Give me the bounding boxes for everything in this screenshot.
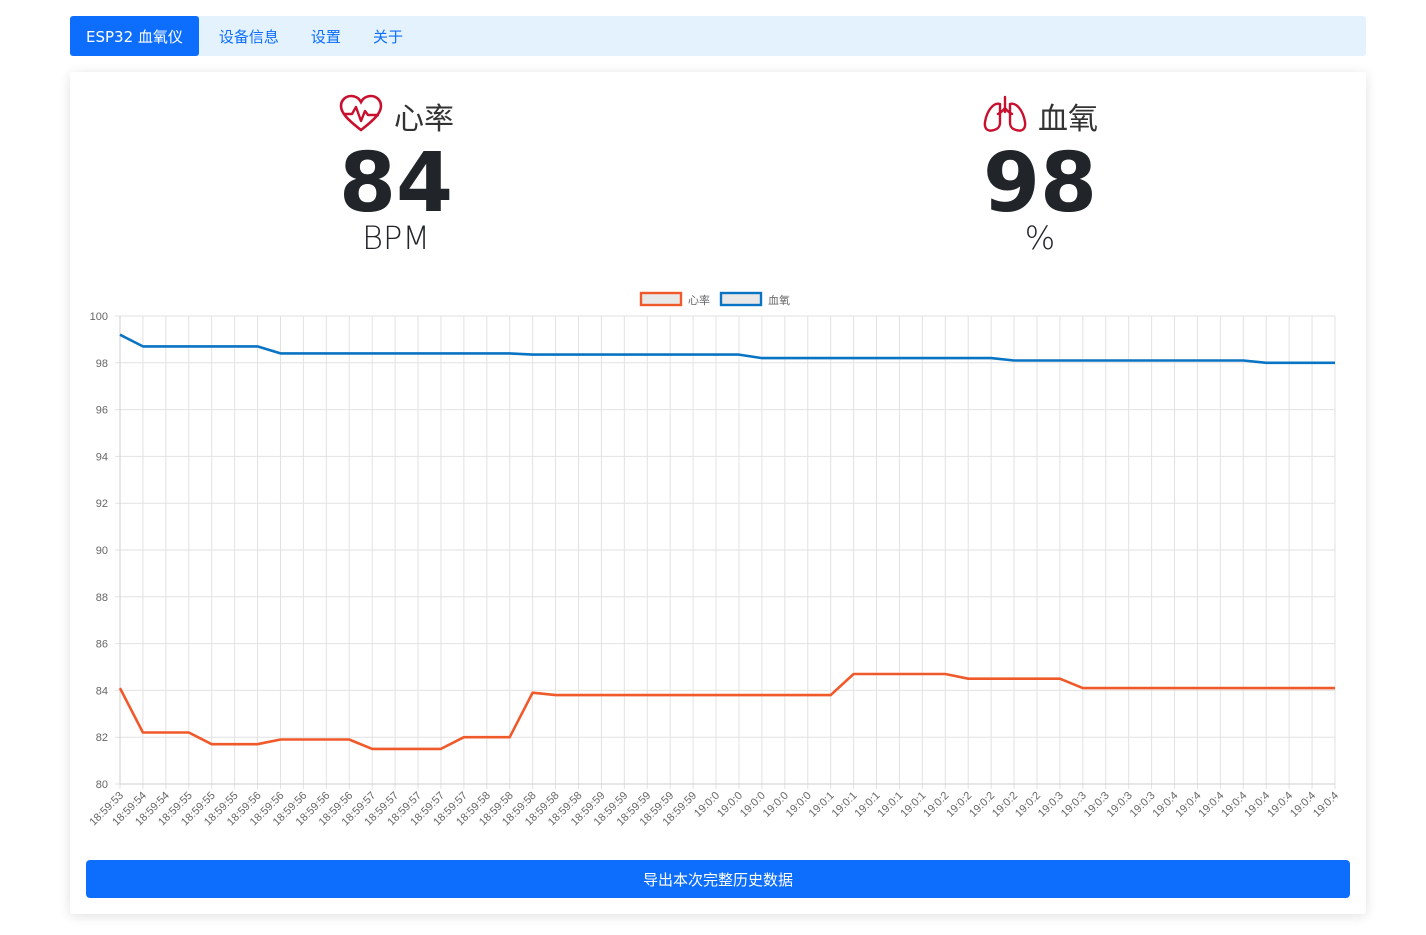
nav-brand[interactable]: ESP32 血氧仪 bbox=[70, 16, 199, 56]
spo2-unit: % bbox=[1024, 219, 1056, 257]
y-tick-label: 96 bbox=[96, 405, 108, 417]
y-tick-label: 82 bbox=[96, 732, 108, 744]
x-tick-label: 19:0:4 bbox=[1311, 790, 1341, 820]
history-line-chart: 8082848688909294969810018:59:5318:59:541… bbox=[87, 291, 1341, 828]
y-tick-label: 100 bbox=[90, 311, 108, 323]
lungs-icon bbox=[982, 94, 1028, 138]
y-tick-label: 98 bbox=[96, 358, 108, 370]
heart-pulse-icon bbox=[338, 94, 384, 138]
legend-label: 心率 bbox=[688, 293, 710, 307]
heart-rate-header: 心率 bbox=[338, 94, 454, 138]
legend-label: 血氧 bbox=[768, 293, 790, 307]
spo2-label: 血氧 bbox=[1038, 102, 1098, 137]
nav-link-device-info[interactable]: 设备信息 bbox=[218, 27, 279, 46]
series-line-heart-rate bbox=[118, 672, 1335, 751]
y-tick-label: 88 bbox=[96, 592, 108, 604]
y-tick-label: 84 bbox=[96, 685, 108, 697]
export-history-button[interactable]: 导出本次完整历史数据 bbox=[86, 860, 1350, 898]
legend-swatch bbox=[639, 291, 683, 307]
y-tick-label: 90 bbox=[96, 545, 108, 557]
nav-link-about[interactable]: 关于 bbox=[372, 27, 403, 46]
y-tick-label: 86 bbox=[96, 639, 108, 651]
heart-rate-value: 84 bbox=[338, 136, 454, 231]
main-card: 心率 84 BPM 血氧 98 % 80 82 84 86 88 90 92 94 96 98 10… bbox=[70, 72, 1366, 914]
y-tick-label: 94 bbox=[96, 451, 108, 463]
legend-swatch bbox=[719, 291, 763, 307]
heart-rate-panel: 心率 84 BPM bbox=[266, 94, 526, 254]
heart-rate-unit: BPM bbox=[362, 219, 430, 257]
spo2-header: 血氧 bbox=[982, 94, 1098, 138]
y-tick-label: 92 bbox=[96, 498, 108, 510]
navbar: ESP32 血氧仪 设备信息 设置 关于 bbox=[70, 16, 1366, 56]
y-tick-label: 80 bbox=[96, 779, 108, 791]
heart-rate-label: 心率 bbox=[394, 102, 454, 137]
series-line-spo2 bbox=[119, 333, 1335, 365]
spo2-panel: 血氧 98 % bbox=[910, 94, 1170, 254]
spo2-value: 98 bbox=[982, 136, 1098, 231]
nav-link-settings[interactable]: 设置 bbox=[310, 27, 341, 46]
